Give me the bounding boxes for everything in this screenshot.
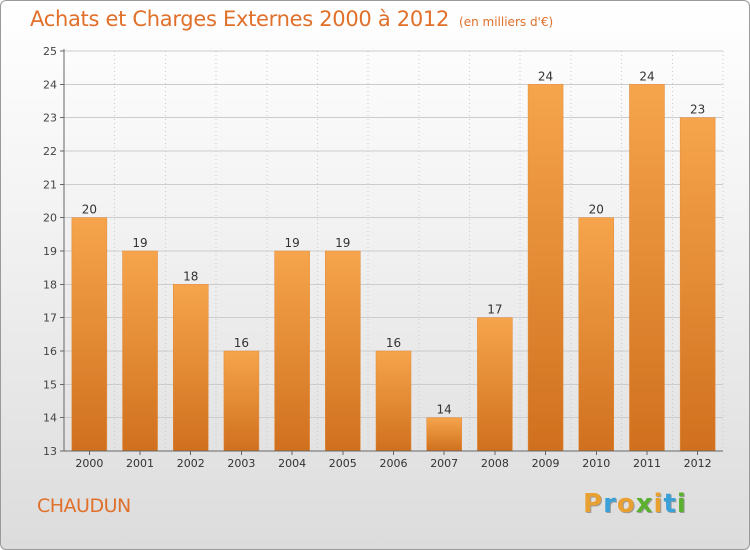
value-label-2000: 20 [82, 203, 97, 217]
ytick-label-25: 25 [43, 45, 57, 58]
ytick-label-14: 14 [43, 412, 57, 425]
bar-2004 [274, 250, 310, 452]
value-label-2012: 23 [690, 103, 705, 117]
logo-letter: o [616, 489, 636, 519]
xtick-label-2011: 2011 [633, 457, 661, 470]
value-label-2004: 19 [284, 236, 299, 250]
chart-title-text: Achats et Charges Externes 2000 à 2012 [30, 7, 450, 31]
value-label-2002: 18 [183, 269, 198, 283]
ytick-label-21: 21 [43, 178, 57, 191]
xtick-label-2010: 2010 [582, 457, 610, 470]
value-label-2010: 20 [589, 203, 604, 217]
value-label-2001: 19 [132, 236, 147, 250]
value-label-2003: 16 [234, 336, 249, 350]
logo-letter: t [663, 489, 677, 519]
logo-letter: i [653, 489, 664, 519]
bar-2001 [122, 250, 158, 452]
xtick-label-2009: 2009 [532, 457, 560, 470]
bar-2000 [71, 217, 108, 452]
bar-2010 [578, 217, 615, 452]
logo-letter: P [583, 489, 604, 519]
bar-2002 [172, 284, 209, 452]
bar-2008 [477, 317, 513, 452]
bar-2012 [679, 117, 716, 452]
xtick-label-2007: 2007 [430, 457, 458, 470]
xtick-label-2006: 2006 [380, 457, 408, 470]
xtick-label-2004: 2004 [278, 457, 306, 470]
value-label-2008: 17 [487, 303, 502, 317]
ytick-label-20: 20 [43, 212, 57, 225]
chart-subtitle: (en milliers d'€) [459, 15, 554, 29]
ytick-label-23: 23 [43, 112, 57, 125]
xtick-label-2000: 2000 [75, 457, 103, 470]
xtick-label-2012: 2012 [684, 457, 712, 470]
proxiti-logo[interactable]: Proxiti [583, 489, 687, 519]
ytick-label-16: 16 [43, 345, 57, 358]
ytick-label-17: 17 [43, 312, 57, 325]
value-label-2007: 14 [437, 403, 452, 417]
value-label-2009: 24 [538, 69, 553, 83]
value-label-2006: 16 [386, 336, 401, 350]
ytick-label-18: 18 [43, 278, 57, 291]
xtick-label-2008: 2008 [481, 457, 509, 470]
ytick-label-22: 22 [43, 145, 57, 158]
logo-letter: i [676, 489, 687, 519]
logo-letter: r [603, 489, 617, 519]
bars [71, 84, 716, 452]
xtick-label-2005: 2005 [329, 457, 357, 470]
bar-2005 [325, 250, 361, 452]
bar-2009 [527, 84, 564, 452]
ytick-label-13: 13 [43, 445, 57, 458]
bar-2011 [629, 84, 665, 452]
ytick-label-15: 15 [43, 378, 57, 391]
value-label-2011: 24 [639, 69, 654, 83]
bar-2003 [223, 350, 260, 452]
ytick-label-24: 24 [43, 78, 57, 91]
bar-2007 [426, 417, 462, 452]
xtick-label-2003: 2003 [227, 457, 255, 470]
xtick-label-2001: 2001 [126, 457, 154, 470]
chart-title: Achats et Charges Externes 2000 à 2012 (e… [30, 7, 553, 31]
labels: 13 14 15 16 17 18 19 20 21 22 23 24 25 20 2000 19 2001 18… [43, 45, 712, 470]
logo-letter: x [635, 489, 654, 519]
ytick-label-19: 19 [43, 245, 57, 258]
xtick-label-2002: 2002 [177, 457, 205, 470]
city-name: CHAUDUN [37, 495, 131, 517]
axes [60, 49, 723, 455]
value-label-2005: 19 [335, 236, 350, 250]
bar-2006 [375, 350, 412, 452]
